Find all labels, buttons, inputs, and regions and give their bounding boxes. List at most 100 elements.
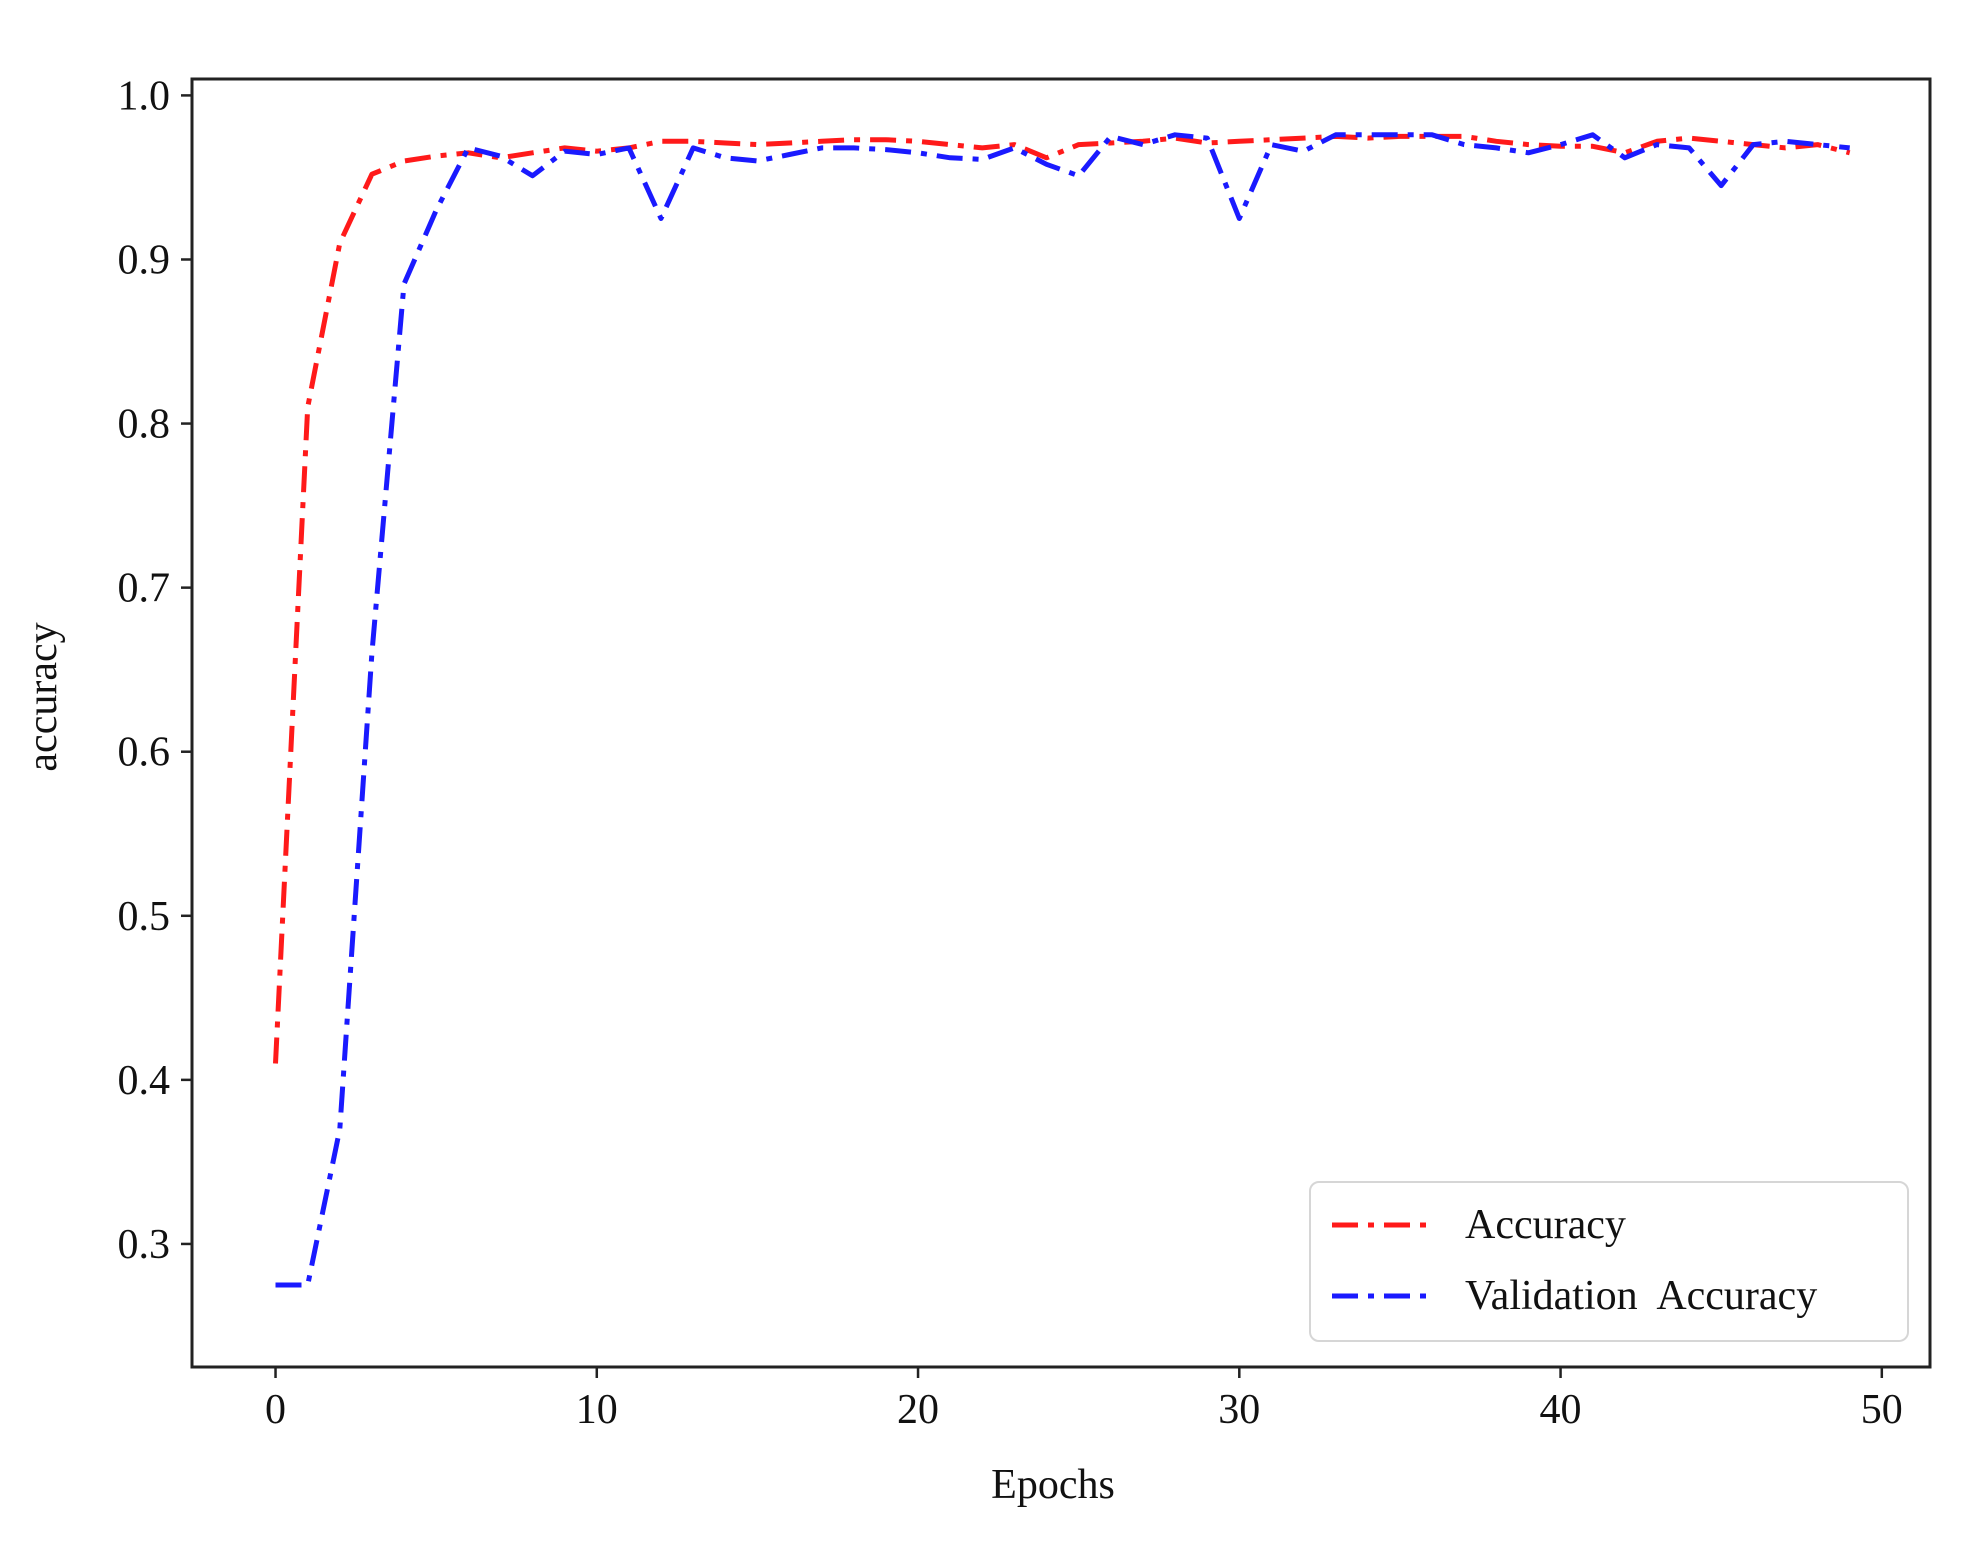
data-point-validation-accuracy — [1365, 132, 1371, 138]
data-point-validation-accuracy — [690, 145, 696, 151]
data-point-validation-accuracy — [1172, 132, 1178, 138]
y-tick-label: 0.9 — [118, 237, 171, 283]
data-point-validation-accuracy — [1108, 133, 1114, 139]
data-point-accuracy — [1076, 142, 1082, 148]
data-point-validation-accuracy — [562, 148, 568, 154]
x-tick-label: 50 — [1861, 1387, 1903, 1433]
data-point-accuracy — [305, 404, 311, 410]
data-point-validation-accuracy — [1815, 142, 1821, 148]
data-point-validation-accuracy — [1268, 142, 1274, 148]
data-point-accuracy — [1782, 145, 1788, 151]
data-point-validation-accuracy — [1622, 155, 1628, 161]
data-point-validation-accuracy — [947, 155, 953, 161]
data-point-validation-accuracy — [594, 152, 600, 158]
data-point-validation-accuracy — [273, 1282, 279, 1288]
plot-frame — [190, 77, 1932, 1369]
x-tick-label: 20 — [897, 1387, 939, 1433]
data-point-accuracy — [690, 138, 696, 144]
legend-box — [1309, 1181, 1909, 1342]
legend-label-validation-accuracy: Validation Accuracy — [1465, 1273, 1817, 1319]
data-point-validation-accuracy — [369, 650, 375, 656]
data-point-accuracy — [851, 137, 857, 143]
data-point-validation-accuracy — [787, 152, 793, 158]
data-point-validation-accuracy — [1590, 132, 1596, 138]
data-point-validation-accuracy — [722, 155, 728, 161]
data-point-accuracy — [1686, 135, 1692, 141]
data-point-validation-accuracy — [1750, 142, 1756, 148]
data-point-validation-accuracy — [1718, 183, 1724, 189]
data-point-validation-accuracy — [1558, 142, 1564, 148]
data-point-validation-accuracy — [1140, 142, 1146, 148]
x-tick-label: 10 — [576, 1387, 618, 1433]
data-point-accuracy — [947, 142, 953, 148]
data-point-validation-accuracy — [1044, 161, 1050, 167]
data-point-validation-accuracy — [1397, 132, 1403, 138]
data-point-validation-accuracy — [1204, 135, 1210, 141]
data-point-accuracy — [1525, 142, 1531, 148]
data-point-accuracy — [1301, 135, 1307, 141]
data-point-accuracy — [337, 240, 343, 246]
data-point-accuracy — [1718, 138, 1724, 144]
data-point-validation-accuracy — [305, 1282, 311, 1288]
data-point-validation-accuracy — [1076, 173, 1082, 179]
data-point-validation-accuracy — [497, 153, 503, 159]
data-point-accuracy — [1461, 133, 1467, 139]
data-point-accuracy — [787, 140, 793, 146]
series-line-validation-accuracy — [275, 132, 1850, 1288]
data-point-accuracy — [883, 137, 889, 143]
data-point-validation-accuracy — [1525, 150, 1531, 156]
legend-label-accuracy: Accuracy — [1465, 1202, 1626, 1248]
data-point-validation-accuracy — [401, 281, 407, 287]
data-point-accuracy — [401, 158, 407, 164]
data-point-accuracy — [658, 138, 664, 144]
data-point-accuracy — [1493, 138, 1499, 144]
y-axis-label: accuracy — [20, 622, 66, 771]
data-point-validation-accuracy — [530, 173, 536, 179]
y-tick-label: 0.6 — [118, 730, 171, 776]
y-tick-label: 0.4 — [118, 1058, 171, 1104]
data-point-validation-accuracy — [1847, 145, 1853, 151]
series-layer — [273, 132, 1853, 1288]
x-tick-label: 0 — [265, 1387, 286, 1433]
legend: Accuracy Validation Accuracy — [1309, 1181, 1909, 1342]
data-point-validation-accuracy — [465, 145, 471, 151]
y-tick-label: 1.0 — [118, 73, 171, 119]
data-point-accuracy — [979, 145, 985, 151]
data-point-validation-accuracy — [337, 1126, 343, 1132]
data-point-accuracy — [1590, 143, 1596, 149]
x-axis-label: Epochs — [991, 1462, 1115, 1508]
data-point-validation-accuracy — [1493, 145, 1499, 151]
data-point-accuracy — [722, 140, 728, 146]
x-tick-label: 30 — [1218, 1387, 1260, 1433]
data-point-accuracy — [1236, 138, 1242, 144]
data-point-validation-accuracy — [1333, 132, 1339, 138]
data-point-validation-accuracy — [626, 145, 632, 151]
data-point-validation-accuracy — [754, 158, 760, 164]
data-point-validation-accuracy — [883, 147, 889, 153]
data-point-accuracy — [369, 171, 375, 177]
data-point-validation-accuracy — [979, 156, 985, 162]
data-point-accuracy — [915, 138, 921, 144]
data-point-accuracy — [273, 1061, 279, 1067]
y-tick-label: 0.7 — [118, 566, 171, 612]
data-point-validation-accuracy — [433, 207, 439, 213]
y-tick-label: 0.3 — [118, 1222, 171, 1268]
data-point-validation-accuracy — [851, 145, 857, 151]
data-point-validation-accuracy — [1654, 142, 1660, 148]
data-point-validation-accuracy — [1686, 145, 1692, 151]
data-point-accuracy — [1044, 155, 1050, 161]
data-point-validation-accuracy — [1301, 148, 1307, 154]
data-point-validation-accuracy — [1429, 132, 1435, 138]
data-point-validation-accuracy — [1011, 145, 1017, 151]
data-point-validation-accuracy — [1236, 216, 1242, 222]
data-point-validation-accuracy — [915, 150, 921, 156]
data-point-validation-accuracy — [1461, 142, 1467, 148]
data-point-validation-accuracy — [658, 216, 664, 222]
ticks-layer: 0 10 20 30 40 50 0.3 0.4 0.5 0.6 0.7 0.8 0.9 1.0 — [118, 73, 1903, 1433]
data-point-accuracy — [530, 150, 536, 156]
data-point-validation-accuracy — [1782, 138, 1788, 144]
series-line-accuracy — [273, 133, 1851, 1064]
y-tick-label: 0.5 — [118, 894, 171, 940]
